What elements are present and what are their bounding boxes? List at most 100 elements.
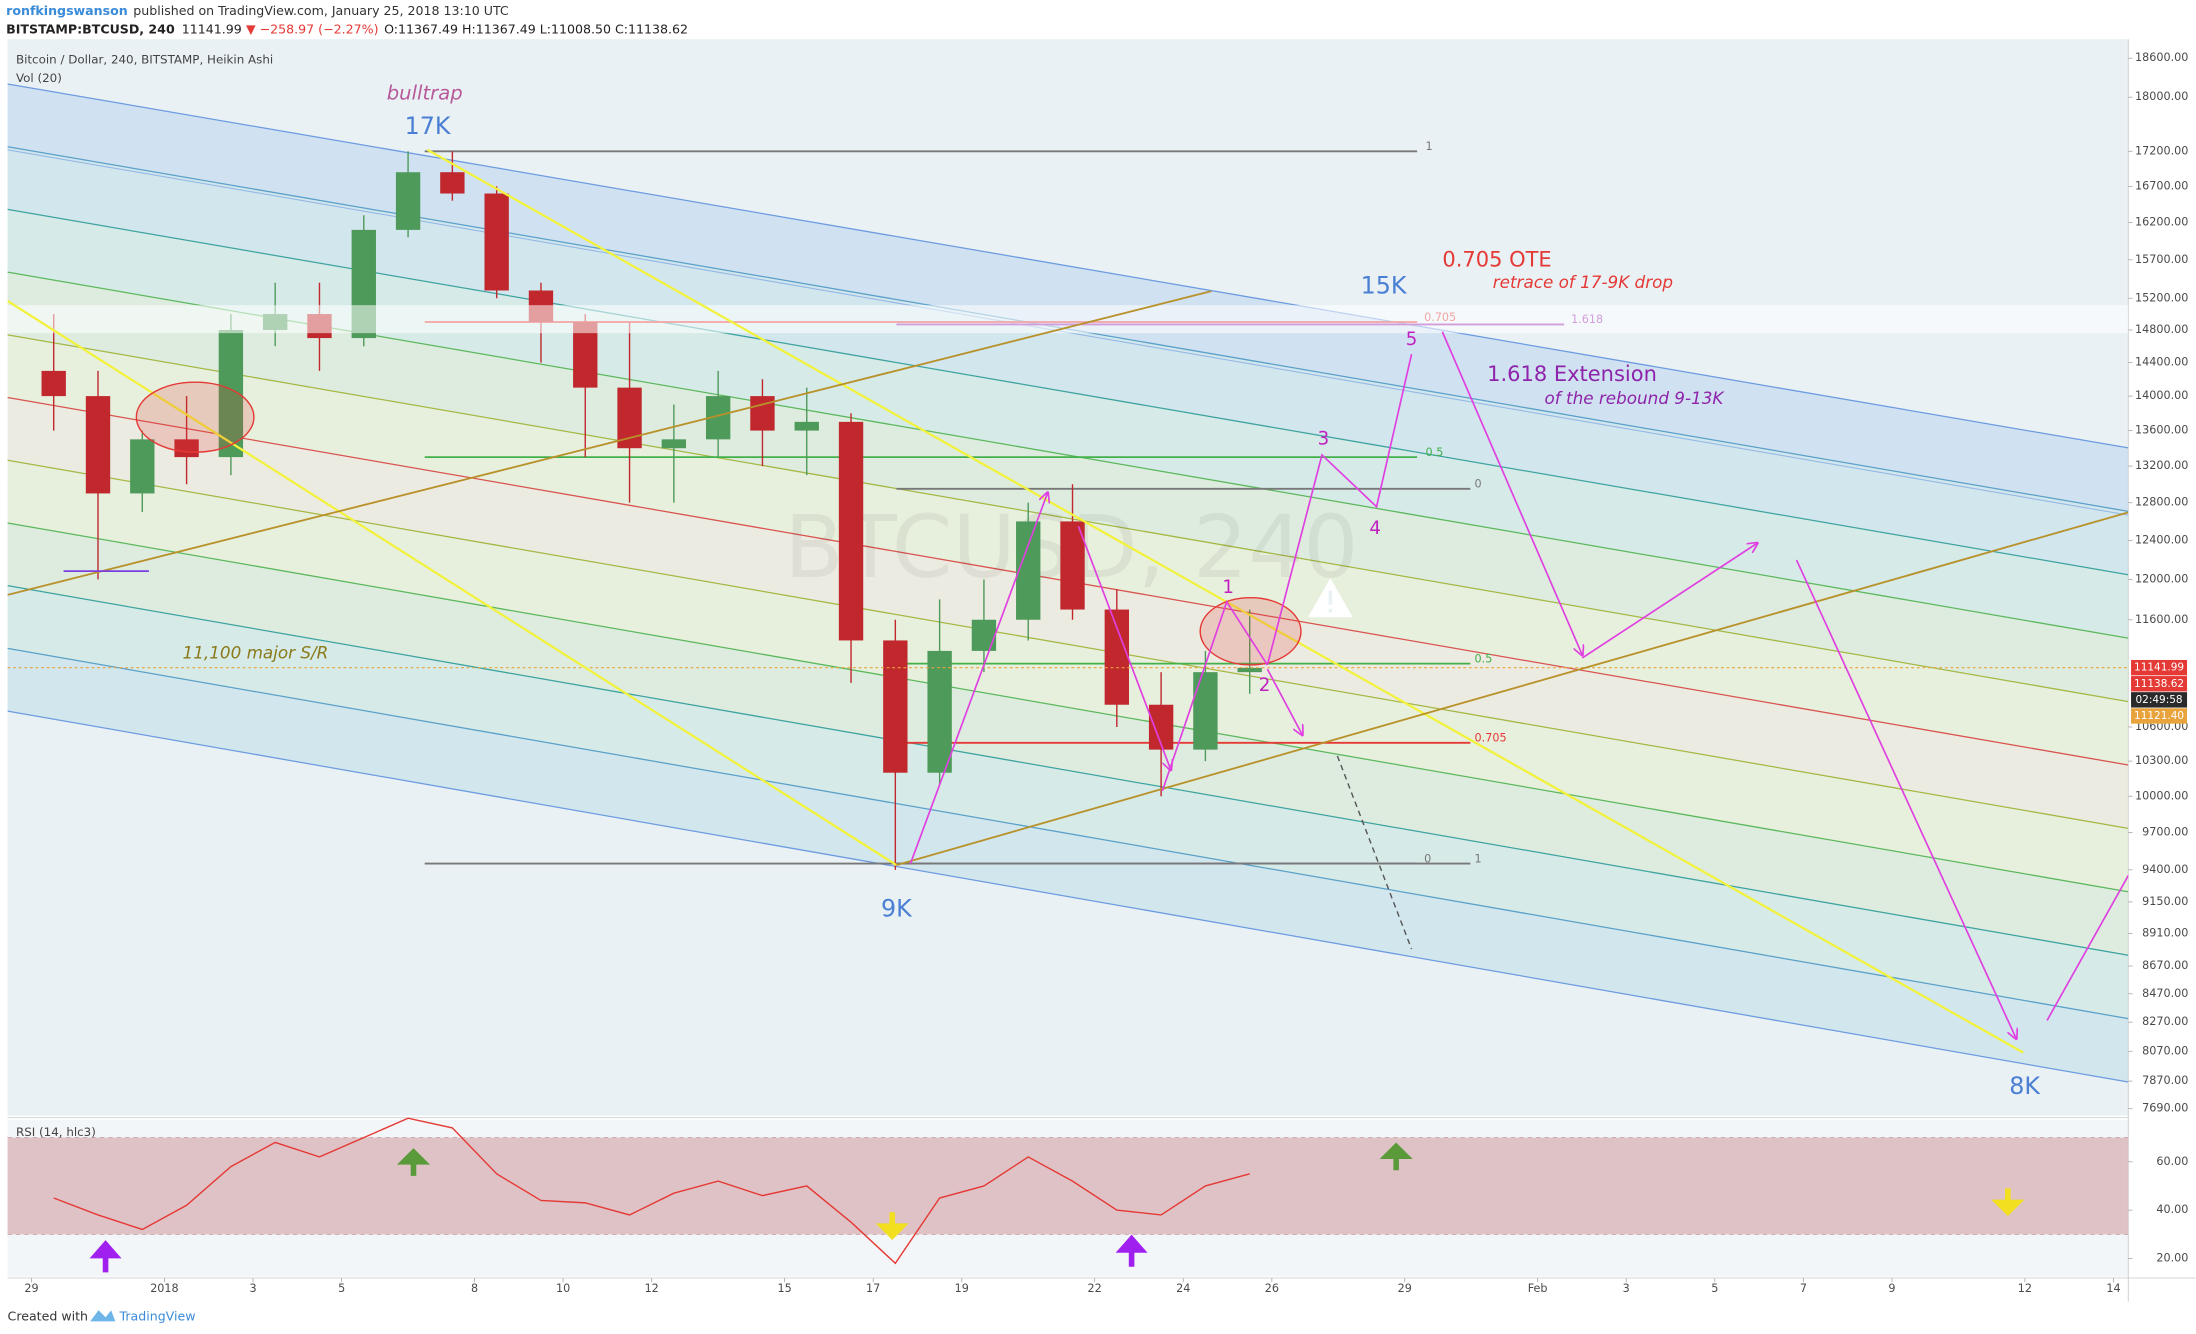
highlight-ellipse: [1199, 597, 1302, 666]
chart-title: Bitcoin / Dollar, 240, BITSTAMP, Heikin …: [16, 53, 273, 67]
x-tick-label: 12: [2018, 1282, 2032, 1295]
level-label: 1: [1426, 140, 1433, 153]
x-tick-label: 24: [1176, 1282, 1190, 1295]
x-tick-label: 12: [645, 1282, 659, 1295]
candle-body: [838, 421, 864, 641]
level-label: 0: [1475, 478, 1482, 491]
channel-line: [7, 522, 2129, 893]
wave-path: [1266, 353, 1413, 666]
annotation: 0.705 OTE: [1442, 247, 1551, 271]
rsi-arrows: [89, 1142, 2025, 1273]
candle-body: [750, 396, 775, 431]
x-tick-label: 8: [471, 1282, 478, 1295]
level-label: 0.705: [1475, 732, 1507, 745]
x-tick-label: 29: [24, 1282, 38, 1295]
candle-body: [1104, 609, 1129, 705]
symbol: BITSTAMP:BTCUSD, 240: [6, 21, 175, 36]
price-badge: [2131, 676, 2188, 692]
ohlc: O:11367.49 H:11367.49 L:11008.50 C:11138…: [384, 21, 688, 36]
projection-arrow: [2046, 873, 2129, 1021]
candle-body: [1016, 521, 1041, 620]
y-tick-label: 12000.00: [2135, 572, 2188, 585]
y-tick-label: 8910.00: [2142, 927, 2188, 940]
x-tick-label: 17: [866, 1282, 880, 1295]
x-tick-label: 26: [1265, 1282, 1279, 1295]
x-tick-label: 3: [1623, 1282, 1630, 1295]
projection-arrow: [909, 493, 1047, 864]
channel-band: [7, 460, 2129, 892]
last-price: 11141.99: [182, 21, 242, 36]
projection-arrow: [1581, 543, 1757, 659]
up-arrow: [1115, 1234, 1148, 1267]
candle-body: [1237, 667, 1262, 673]
annotation: 3: [1318, 429, 1330, 450]
x-tick-label: 15: [777, 1282, 791, 1295]
volume-label: Vol (20): [16, 71, 62, 85]
level-label: 1: [1475, 852, 1482, 865]
projection-arrow: [1266, 668, 1302, 735]
price-badge-label: 11121.40: [2134, 710, 2184, 722]
up-arrow: [89, 1240, 122, 1273]
y-tick-label: 8470.00: [2142, 987, 2188, 1000]
annotation: 8K: [2009, 1072, 2041, 1100]
annotation: 1: [1222, 577, 1234, 598]
channel-layer: BTCUSD, 240: [7, 83, 2129, 1083]
annotation: 1.618 Extension: [1487, 362, 1657, 386]
projection-arrow: [1795, 559, 2016, 1039]
x-tick-label: Feb: [1528, 1282, 1548, 1295]
published: published on TradingView.com, January 25…: [133, 3, 509, 18]
rsi-tick-label: 20.00: [2156, 1251, 2188, 1264]
x-tick-label: 14: [2106, 1282, 2120, 1295]
candle-body: [971, 619, 997, 651]
y-tick-label: 14400.00: [2135, 356, 2188, 369]
x-tick-label: 5: [1711, 1282, 1718, 1295]
candle-body: [661, 439, 687, 449]
candle-body: [794, 421, 819, 431]
x-tick-label: 9: [1888, 1282, 1895, 1295]
y-tick-label: 9700.00: [2142, 825, 2188, 838]
down-arrow: [875, 1212, 909, 1240]
x-tick-label: 29: [1398, 1282, 1412, 1295]
candle-body: [617, 387, 642, 449]
rsi-line: [53, 1117, 1250, 1265]
rsi-tick-label: 40.00: [2156, 1203, 2188, 1216]
x-tick-label: 7: [1800, 1282, 1807, 1295]
annotation: 11,100 major S/R: [183, 643, 329, 663]
symbol-line: BITSTAMP:BTCUSD, 240 11141.99 ▼ −258.97 (−…: [6, 21, 688, 36]
y-tick-label: 16700.00: [2135, 179, 2188, 192]
channel-line: [7, 585, 2129, 956]
wave-path: [1161, 599, 1269, 792]
candle-body: [440, 172, 465, 194]
candle-body: [395, 172, 421, 230]
channel-band: [7, 272, 2129, 702]
y-tick-label: 8670.00: [2142, 959, 2188, 972]
y-tick-label: 18600.00: [2135, 51, 2188, 64]
annotation: of the rebound 9-13K: [1545, 388, 1726, 408]
up-arrow: [1379, 1142, 1413, 1171]
y-tick-label: 7870.00: [2142, 1074, 2188, 1087]
trend-line: [896, 511, 2129, 866]
trend-line: [7, 290, 1212, 596]
price-badge-label: 02:49:58: [2135, 694, 2182, 706]
channel-band: [7, 397, 2129, 829]
down-arrow: [1991, 1188, 2025, 1217]
y-tick-label: 17200.00: [2135, 144, 2188, 157]
up-arrow: [396, 1148, 431, 1176]
y-tick-label: 15200.00: [2135, 291, 2188, 304]
annotation: 2: [1259, 675, 1271, 696]
channel-line: [7, 459, 2129, 830]
annotation: bulltrap: [387, 81, 463, 104]
price-badge-label: 11141.99: [2134, 662, 2184, 674]
price-badge: [2131, 692, 2188, 708]
candle-body: [41, 370, 66, 397]
channel-band: [7, 146, 2129, 575]
y-tick-label: 12400.00: [2135, 533, 2188, 546]
rsi-tick-label: 60.00: [2156, 1155, 2188, 1168]
y-tick-label: 7690.00: [2142, 1102, 2188, 1115]
level-label: 0: [1424, 852, 1431, 865]
candle-body: [1193, 672, 1218, 750]
change: ▼ −258.97 (−2.27%): [246, 21, 379, 36]
y-tick-label: 11600.00: [2135, 613, 2188, 626]
candle-body: [85, 396, 111, 494]
channel-band: [7, 83, 2129, 512]
